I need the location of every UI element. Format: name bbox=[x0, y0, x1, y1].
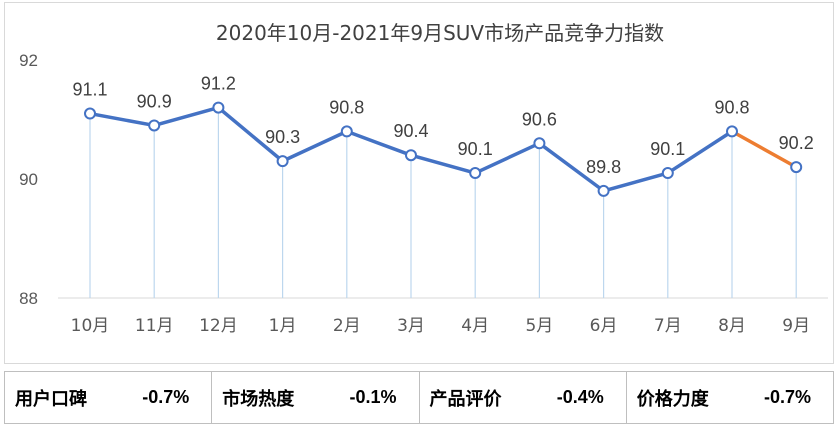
x-tick-label: 8月 bbox=[718, 316, 746, 336]
indicator-label: 价格力度 bbox=[636, 388, 709, 410]
indicator-value: -0.4% bbox=[556, 387, 604, 407]
series-lines bbox=[89, 105, 798, 193]
data-label: 90.8 bbox=[329, 97, 364, 117]
line-chart: 2020年10月-2021年9月SUV市场产品竞争力指数 88 90 92 91.1… bbox=[19, 21, 828, 336]
data-point bbox=[597, 184, 610, 197]
x-tick-label: 2月 bbox=[333, 316, 361, 336]
data-label: 90.1 bbox=[458, 139, 493, 159]
y-tick-label: 88 bbox=[19, 289, 38, 308]
indicator-label: 市场热度 bbox=[222, 388, 295, 410]
x-axis: 10月 11月 12月 1月 2月 3月 4月 5月 6月 7月 8月 9月 bbox=[71, 316, 810, 336]
x-tick-label: 7月 bbox=[654, 316, 682, 336]
data-point bbox=[726, 125, 738, 138]
y-tick-label: 90 bbox=[19, 170, 38, 189]
x-tick-label: 6月 bbox=[590, 316, 618, 336]
indicator-product-review: 产品评价 -0.4% bbox=[420, 372, 627, 423]
data-label: 90.6 bbox=[522, 109, 557, 129]
indicator-user-reputation: 用户口碑 -0.7% bbox=[5, 372, 213, 423]
data-point bbox=[276, 155, 289, 168]
chart-frame bbox=[4, 2, 834, 364]
data-label: 90.2 bbox=[779, 133, 814, 153]
data-point bbox=[469, 167, 482, 180]
indicator-value: -0.7% bbox=[142, 387, 190, 407]
data-point bbox=[790, 161, 803, 174]
indicator-table: 用户口碑 -0.7% 市场热度 -0.1% 产品评价 -0.4% 价格力度 -0… bbox=[4, 371, 834, 424]
data-label: 90.4 bbox=[393, 121, 428, 141]
data-points bbox=[84, 101, 803, 197]
indicator-label: 用户口碑 bbox=[15, 388, 87, 410]
y-tick-label: 92 bbox=[19, 51, 38, 70]
x-tick-label: 10月 bbox=[71, 316, 110, 336]
chart-title: 2020年10月-2021年9月SUV市场产品竞争力指数 bbox=[216, 21, 664, 45]
x-tick-label: 3月 bbox=[397, 316, 425, 336]
data-label: 91.2 bbox=[201, 74, 236, 94]
data-label: 89.8 bbox=[586, 157, 621, 177]
x-tick-label: 11月 bbox=[135, 316, 174, 336]
x-tick-label: 1月 bbox=[269, 316, 297, 336]
data-point bbox=[148, 119, 161, 132]
x-tick-label: 4月 bbox=[461, 316, 489, 336]
data-point bbox=[340, 125, 353, 138]
data-point bbox=[212, 101, 225, 114]
indicator-price-strength: 价格力度 -0.7% bbox=[627, 372, 833, 423]
data-label: 90.3 bbox=[265, 127, 300, 147]
indicator-market-heat: 市场热度 -0.1% bbox=[212, 372, 420, 423]
data-point bbox=[405, 149, 417, 162]
data-point bbox=[84, 107, 96, 120]
data-point bbox=[661, 167, 674, 180]
indicator-label: 产品评价 bbox=[429, 388, 502, 410]
data-point bbox=[533, 137, 546, 150]
data-label: 90.9 bbox=[137, 91, 172, 111]
indicator-value: -0.7% bbox=[763, 387, 811, 407]
y-axis: 88 90 92 bbox=[19, 51, 38, 308]
x-tick-label: 12月 bbox=[199, 316, 238, 336]
last-segment-line bbox=[730, 129, 798, 169]
data-label: 90.8 bbox=[714, 97, 749, 117]
x-tick-label: 5月 bbox=[525, 316, 553, 336]
data-label: 91.1 bbox=[72, 80, 107, 100]
indicator-value: -0.1% bbox=[349, 387, 397, 407]
data-labels: 91.1 90.9 91.2 90.3 90.8 90.4 90.1 90.6 89.8 90.1… bbox=[72, 74, 813, 177]
drop-lines bbox=[89, 107, 797, 298]
x-tick-label: 9月 bbox=[782, 316, 810, 336]
data-label: 90.1 bbox=[650, 139, 685, 159]
